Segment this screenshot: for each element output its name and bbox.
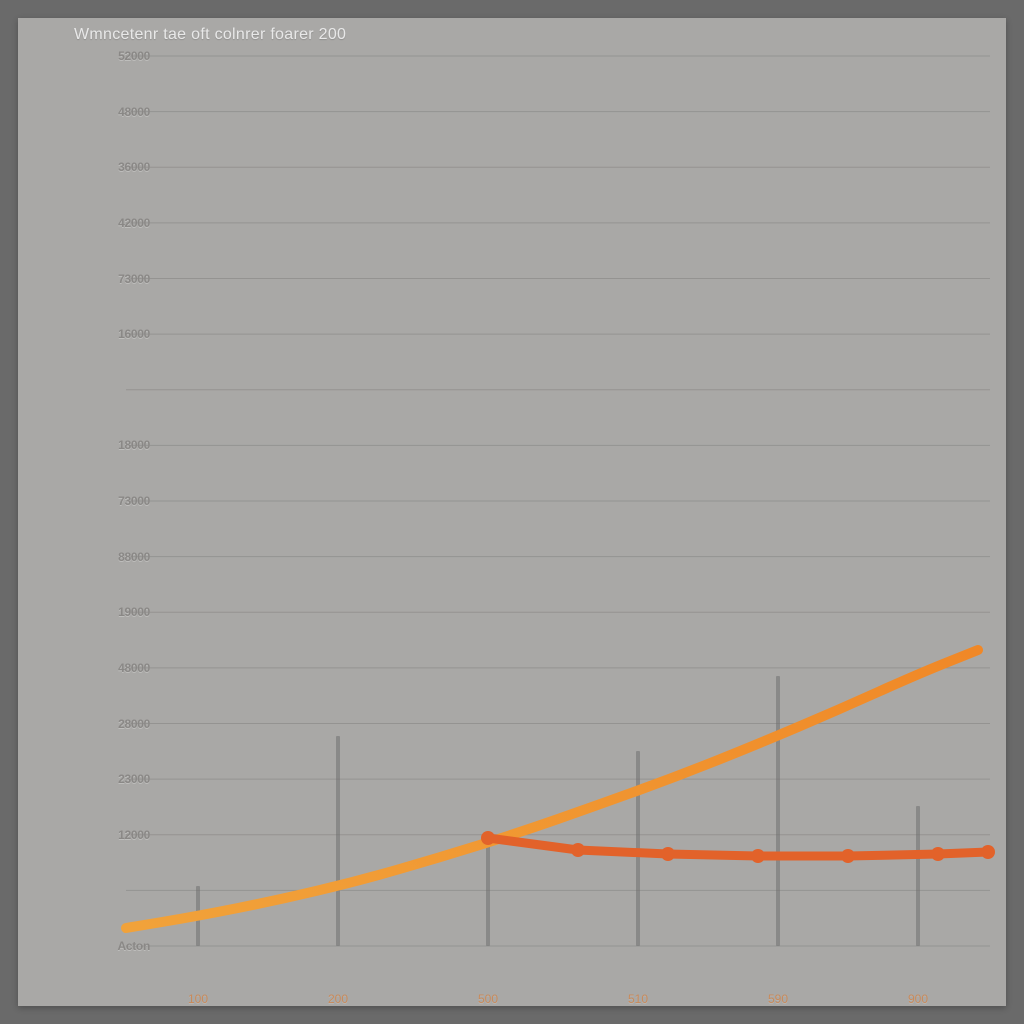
y-tick-label: 36000 [118,160,150,174]
chart-svg [18,18,1006,1006]
y-tick-label: 48000 [118,661,150,675]
x-tick-label: 590 [768,992,788,1006]
y-tick-label: 48000 [118,105,150,119]
x-tick-label: 900 [908,992,928,1006]
x-tick-label: 510 [628,992,648,1006]
y-tick-label: 73000 [118,494,150,508]
x-tick-label: 100 [188,992,208,1006]
y-tick-label: 73000 [118,272,150,286]
y-tick-label: 52000 [118,49,150,63]
y-tick-label: 23000 [118,772,150,786]
series-flat-marker [751,849,765,863]
series-flat-marker [981,845,995,859]
series-flat-marker [931,847,945,861]
chart-outer: Wmncetenr tae oft colnrer foarer 200 520… [0,0,1024,1024]
y-tick-label: 19000 [118,605,150,619]
y-tick-label: 12000 [118,828,150,842]
x-tick-label: 500 [478,992,498,1006]
x-tick-label: 200 [328,992,348,1006]
y-tick-label: 88000 [118,550,150,564]
y-tick-label: 28000 [118,717,150,731]
series-flat [488,838,988,856]
gridlines [126,56,990,946]
y-tick-label: 18000 [118,438,150,452]
series [126,650,995,928]
y-tick-label: 16000 [118,327,150,341]
series-flat-marker [481,831,495,845]
y-tick-label: 42000 [118,216,150,230]
series-curve [126,650,978,928]
series-flat-marker [571,843,585,857]
y-tick-label: Acton [118,939,151,953]
series-flat-marker [661,847,675,861]
chart-panel: Wmncetenr tae oft colnrer foarer 200 520… [18,18,1006,1006]
series-flat-marker [841,849,855,863]
